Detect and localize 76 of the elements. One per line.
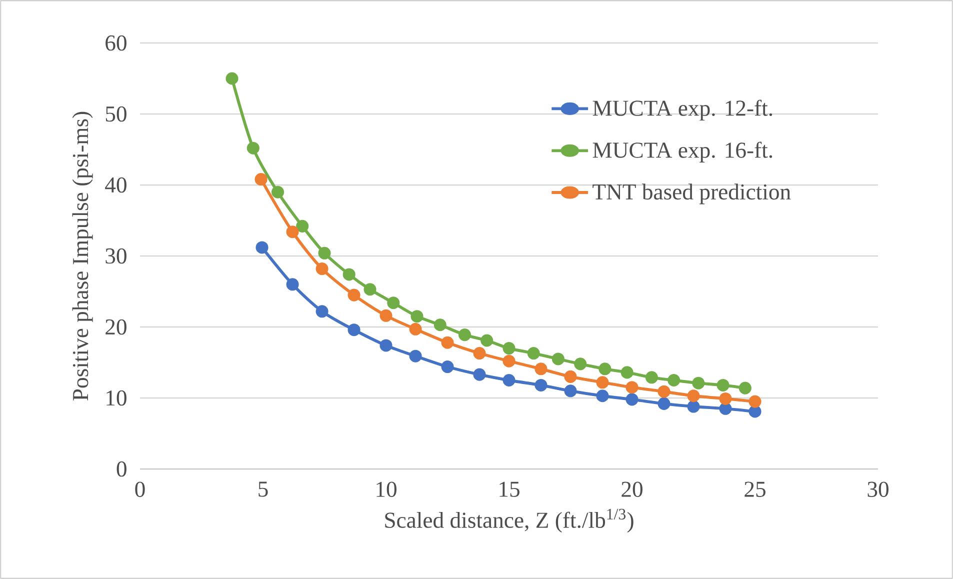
point [552,352,564,366]
point [246,142,260,154]
point [738,382,752,394]
point [441,336,454,349]
point [502,374,516,387]
point [256,241,268,254]
legend-label: TNT based prediction [592,184,791,204]
point [620,366,634,379]
point [296,220,309,232]
point [316,305,328,318]
point [473,368,486,381]
x-tick-label: 5 [258,482,268,497]
point [658,385,670,398]
y-tick-label: 0 [116,461,126,477]
point [480,334,494,347]
point [271,186,284,198]
point [342,268,356,281]
point [596,376,609,389]
point [574,358,587,370]
point [626,393,638,406]
point [626,381,638,394]
point [286,278,299,291]
point [564,384,577,398]
y-tick-label: 60 [106,35,126,51]
point [434,318,446,332]
point [716,378,730,392]
point [348,324,360,336]
y-tick-label: 50 [106,106,126,122]
point [564,370,577,383]
point [668,374,680,387]
point [286,226,299,238]
point [687,400,700,413]
legend-label: MUCTA exp. 12-ft. [592,100,772,121]
point [364,283,376,296]
point [409,322,422,336]
point [534,378,548,392]
point [380,339,392,352]
point [692,376,705,390]
y-axis-title: Positive phase Impulse (psi-ms) [72,112,93,400]
point [226,72,238,85]
point [502,354,516,368]
point [318,246,331,260]
point [458,328,471,342]
x-tick-label: 20 [622,482,642,498]
point [380,309,392,322]
x-tick-label: 10 [376,482,396,498]
point [409,350,422,362]
y-tick-label: 20 [106,319,126,335]
point [254,173,268,186]
y-tick-label: 40 [105,177,126,193]
point [410,310,424,323]
point [441,360,454,374]
point [748,395,762,408]
legend-label: MUCTA exp. 16-ft. [592,142,772,162]
x-tick-label: 25 [744,482,766,497]
point [316,262,328,276]
point [534,362,548,376]
x-tick-label: 0 [135,482,145,498]
point [658,397,670,410]
point [645,371,658,384]
point [387,296,400,310]
point [748,405,762,418]
point [687,390,700,402]
x-tick-label: 15 [500,482,520,497]
point [473,347,486,360]
x-axis-title: Scaled distance, Z (ft./lb$^{1/3}$) [385,508,634,533]
point [598,362,612,376]
point [719,402,732,415]
point [502,342,516,355]
point [596,390,609,402]
point [348,288,360,302]
point [527,347,540,360]
y-tick-label: 30 [106,248,126,264]
x-tick-label: 30 [868,482,888,498]
point [719,392,732,405]
y-tick-label: 10 [106,390,126,406]
